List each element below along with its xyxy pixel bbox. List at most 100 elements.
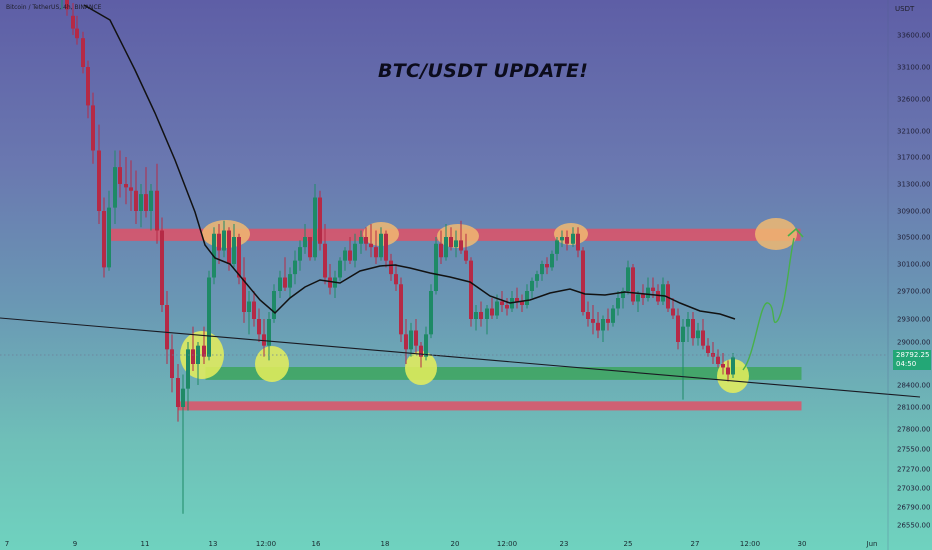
candle-32 — [237, 237, 241, 278]
candle-6 — [102, 211, 106, 268]
x-tick-label: 20 — [451, 540, 460, 548]
candle-lead-1 — [65, 0, 69, 10]
zone-support — [205, 367, 802, 380]
candle-130 — [731, 357, 735, 375]
candle-129 — [726, 367, 730, 375]
y-tick-label: 27270.00 — [897, 466, 930, 474]
candle-64 — [399, 284, 403, 335]
y-tick-label: 32100.00 — [897, 128, 930, 136]
candle-61 — [384, 233, 388, 261]
candle-30 — [227, 230, 231, 264]
highlight-bottom-1 — [255, 346, 289, 382]
candle-99 — [576, 233, 580, 251]
candle-38 — [267, 319, 271, 346]
x-tick-label: 16 — [312, 540, 321, 548]
candle-53 — [343, 250, 347, 261]
candle-115 — [656, 291, 660, 302]
candle-94 — [550, 253, 554, 268]
x-tick-label: 25 — [624, 540, 633, 548]
candle-2 — [81, 38, 85, 67]
candle-62 — [389, 260, 393, 275]
candle-82 — [490, 308, 494, 316]
candle-93 — [545, 264, 549, 268]
candle-117 — [666, 284, 670, 309]
candle-15 — [149, 190, 153, 211]
candle-105 — [606, 319, 610, 323]
y-tick-label: 29300.00 — [897, 316, 930, 324]
candle-97 — [565, 237, 569, 244]
candle-29 — [222, 230, 226, 251]
candle-56 — [359, 237, 363, 244]
candle-76 — [459, 240, 463, 251]
candle-12 — [134, 190, 138, 211]
y-tick-label: 26550.00 — [897, 522, 930, 530]
candle-26 — [207, 277, 211, 357]
candle-68 — [419, 345, 423, 357]
y-tick-label: 31700.00 — [897, 154, 930, 162]
x-tick-label: 27 — [691, 540, 700, 548]
candle-72 — [439, 243, 443, 258]
candle-79 — [474, 312, 478, 319]
candle-59 — [374, 247, 378, 258]
candle-55 — [353, 243, 357, 261]
candle-122 — [691, 319, 695, 339]
candle-96 — [560, 237, 564, 241]
y-tick-label: 31300.00 — [897, 181, 930, 189]
candle-65 — [404, 334, 408, 350]
y-tick-label: 32600.00 — [897, 96, 930, 104]
candle-48 — [318, 197, 322, 244]
candle-36 — [257, 319, 261, 335]
candle-91 — [535, 274, 539, 281]
projection-path — [742, 237, 795, 371]
y-tick-label: 26790.00 — [897, 504, 930, 512]
candle-123 — [696, 330, 700, 339]
candle-52 — [338, 260, 342, 278]
candle-113 — [646, 287, 650, 298]
candle-19 — [170, 349, 174, 378]
candle-101 — [586, 312, 590, 319]
candle-17 — [160, 230, 164, 305]
candle-119 — [676, 315, 680, 342]
candle-3 — [86, 67, 90, 106]
candle-14 — [144, 194, 148, 211]
trendline — [0, 317, 921, 398]
x-tick-label: 30 — [798, 540, 807, 548]
x-tick-label: 7 — [5, 540, 9, 548]
y-tick-label: 27550.00 — [897, 446, 930, 454]
x-tick-label: 13 — [209, 540, 218, 548]
candle-70 — [429, 291, 433, 335]
candle-121 — [686, 319, 690, 327]
candle-8 — [113, 167, 117, 208]
y-tick-label: 33100.00 — [897, 64, 930, 72]
candle-120 — [681, 326, 685, 342]
candle-66 — [409, 330, 413, 350]
candle-24 — [196, 345, 200, 364]
candle-98 — [571, 233, 575, 244]
candle-18 — [165, 305, 169, 350]
x-tick-label: 12:00 — [740, 540, 760, 548]
candle-69 — [424, 334, 428, 357]
last-price-value: 28792.25 — [896, 351, 930, 359]
x-tick-label: 12:00 — [256, 540, 276, 548]
candle-41 — [283, 277, 287, 288]
candle-77 — [464, 250, 468, 261]
candle-5 — [97, 150, 101, 211]
candle-47 — [313, 197, 317, 258]
candle-13 — [139, 194, 143, 211]
candle-57 — [364, 237, 368, 244]
candle-33 — [242, 277, 246, 312]
y-tick-label: 33600.00 — [897, 32, 930, 40]
candle-0 — [71, 15, 75, 29]
y-tick-label: 29700.00 — [897, 288, 930, 296]
y-tick-label: 30500.00 — [897, 234, 930, 242]
candle-84 — [500, 301, 504, 305]
candle-71 — [434, 243, 438, 291]
candle-7 — [107, 207, 111, 268]
x-tick-label: 23 — [560, 540, 569, 548]
candle-34 — [247, 301, 251, 312]
x-tick-label: 18 — [381, 540, 390, 548]
candle-127 — [716, 356, 720, 364]
candle-42 — [288, 274, 292, 288]
